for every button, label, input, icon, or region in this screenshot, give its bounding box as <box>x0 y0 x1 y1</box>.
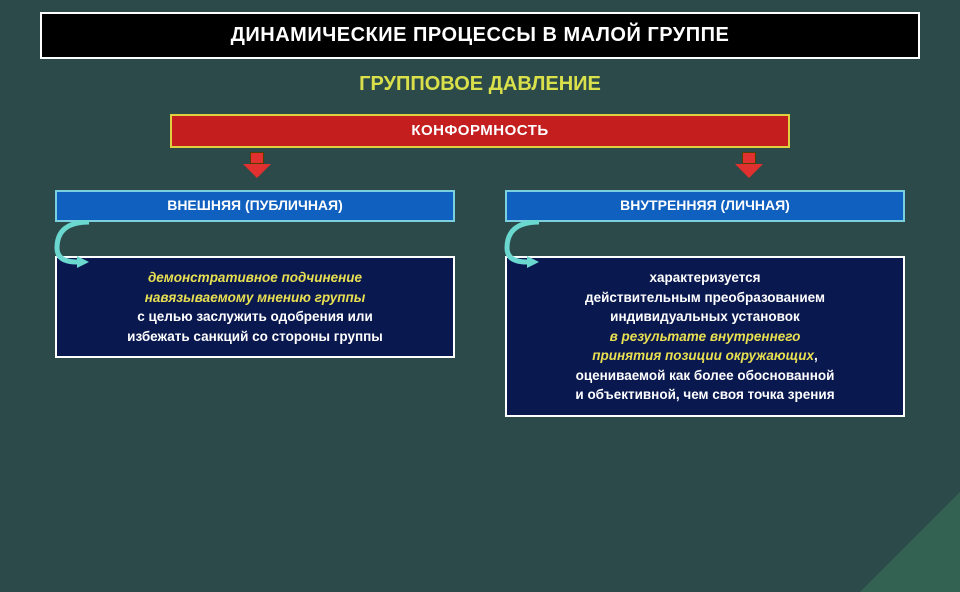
arrow-row <box>0 152 960 188</box>
right-type-label: ВНУТРЕННЯЯ (ЛИЧНАЯ) <box>620 197 790 213</box>
right-desc-box: характеризуется действительным преобразо… <box>505 256 905 417</box>
conformity-label: КОНФОРМНОСТЬ <box>411 122 548 139</box>
right-desc-hl2-row: принятия позиции окружающих, <box>521 346 889 366</box>
right-type-box: ВНУТРЕННЯЯ (ЛИЧНАЯ) <box>505 190 905 222</box>
left-type-label: ВНЕШНЯЯ (ПУБЛИЧНАЯ) <box>167 197 343 213</box>
subtitle-text: ГРУППОВОЕ ДАВЛЕНИЕ <box>0 73 960 96</box>
left-type-box: ВНЕШНЯЯ (ПУБЛИЧНАЯ) <box>55 190 455 222</box>
curve-arrow-left-icon <box>49 220 109 270</box>
conformity-box: КОНФОРМНОСТЬ <box>170 114 790 148</box>
left-desc-hl1: демонстративное подчинение <box>71 268 439 288</box>
left-desc-box: демонстративное подчинение навязываемому… <box>55 256 455 358</box>
left-desc-p1: с целью заслужить одобрения или <box>71 307 439 327</box>
right-desc-p2: действительным преобразованием <box>521 288 889 308</box>
curve-arrow-right-icon <box>499 220 559 270</box>
right-desc-p1: характеризуется <box>521 268 889 288</box>
right-desc-p6: и объективной, чем своя точка зрения <box>521 385 889 405</box>
main-title-text: ДИНАМИЧЕСКИЕ ПРОЦЕССЫ В МАЛОЙ ГРУППЕ <box>231 24 730 46</box>
left-desc-hl2: навязываемому мнению группы <box>71 288 439 308</box>
right-column: ВНУТРЕННЯЯ (ЛИЧНАЯ) характеризуется дейс… <box>505 190 905 417</box>
columns-wrapper: ВНЕШНЯЯ (ПУБЛИЧНАЯ) демонстративное подч… <box>0 190 960 417</box>
right-desc-p3: индивидуальных установок <box>521 307 889 327</box>
right-desc-hl1: в результате внутреннего <box>521 327 889 347</box>
left-desc-p2: избежать санкций со стороны группы <box>71 327 439 347</box>
main-title-bar: ДИНАМИЧЕСКИЕ ПРОЦЕССЫ В МАЛОЙ ГРУППЕ <box>40 12 920 59</box>
right-desc-hl2: принятия позиции окружающих <box>592 348 814 363</box>
right-desc-p5: оцениваемой как более обоснованной <box>521 366 889 386</box>
left-column: ВНЕШНЯЯ (ПУБЛИЧНАЯ) демонстративное подч… <box>55 190 455 417</box>
right-desc-comma: , <box>814 348 818 363</box>
decorative-triangle <box>860 452 960 592</box>
